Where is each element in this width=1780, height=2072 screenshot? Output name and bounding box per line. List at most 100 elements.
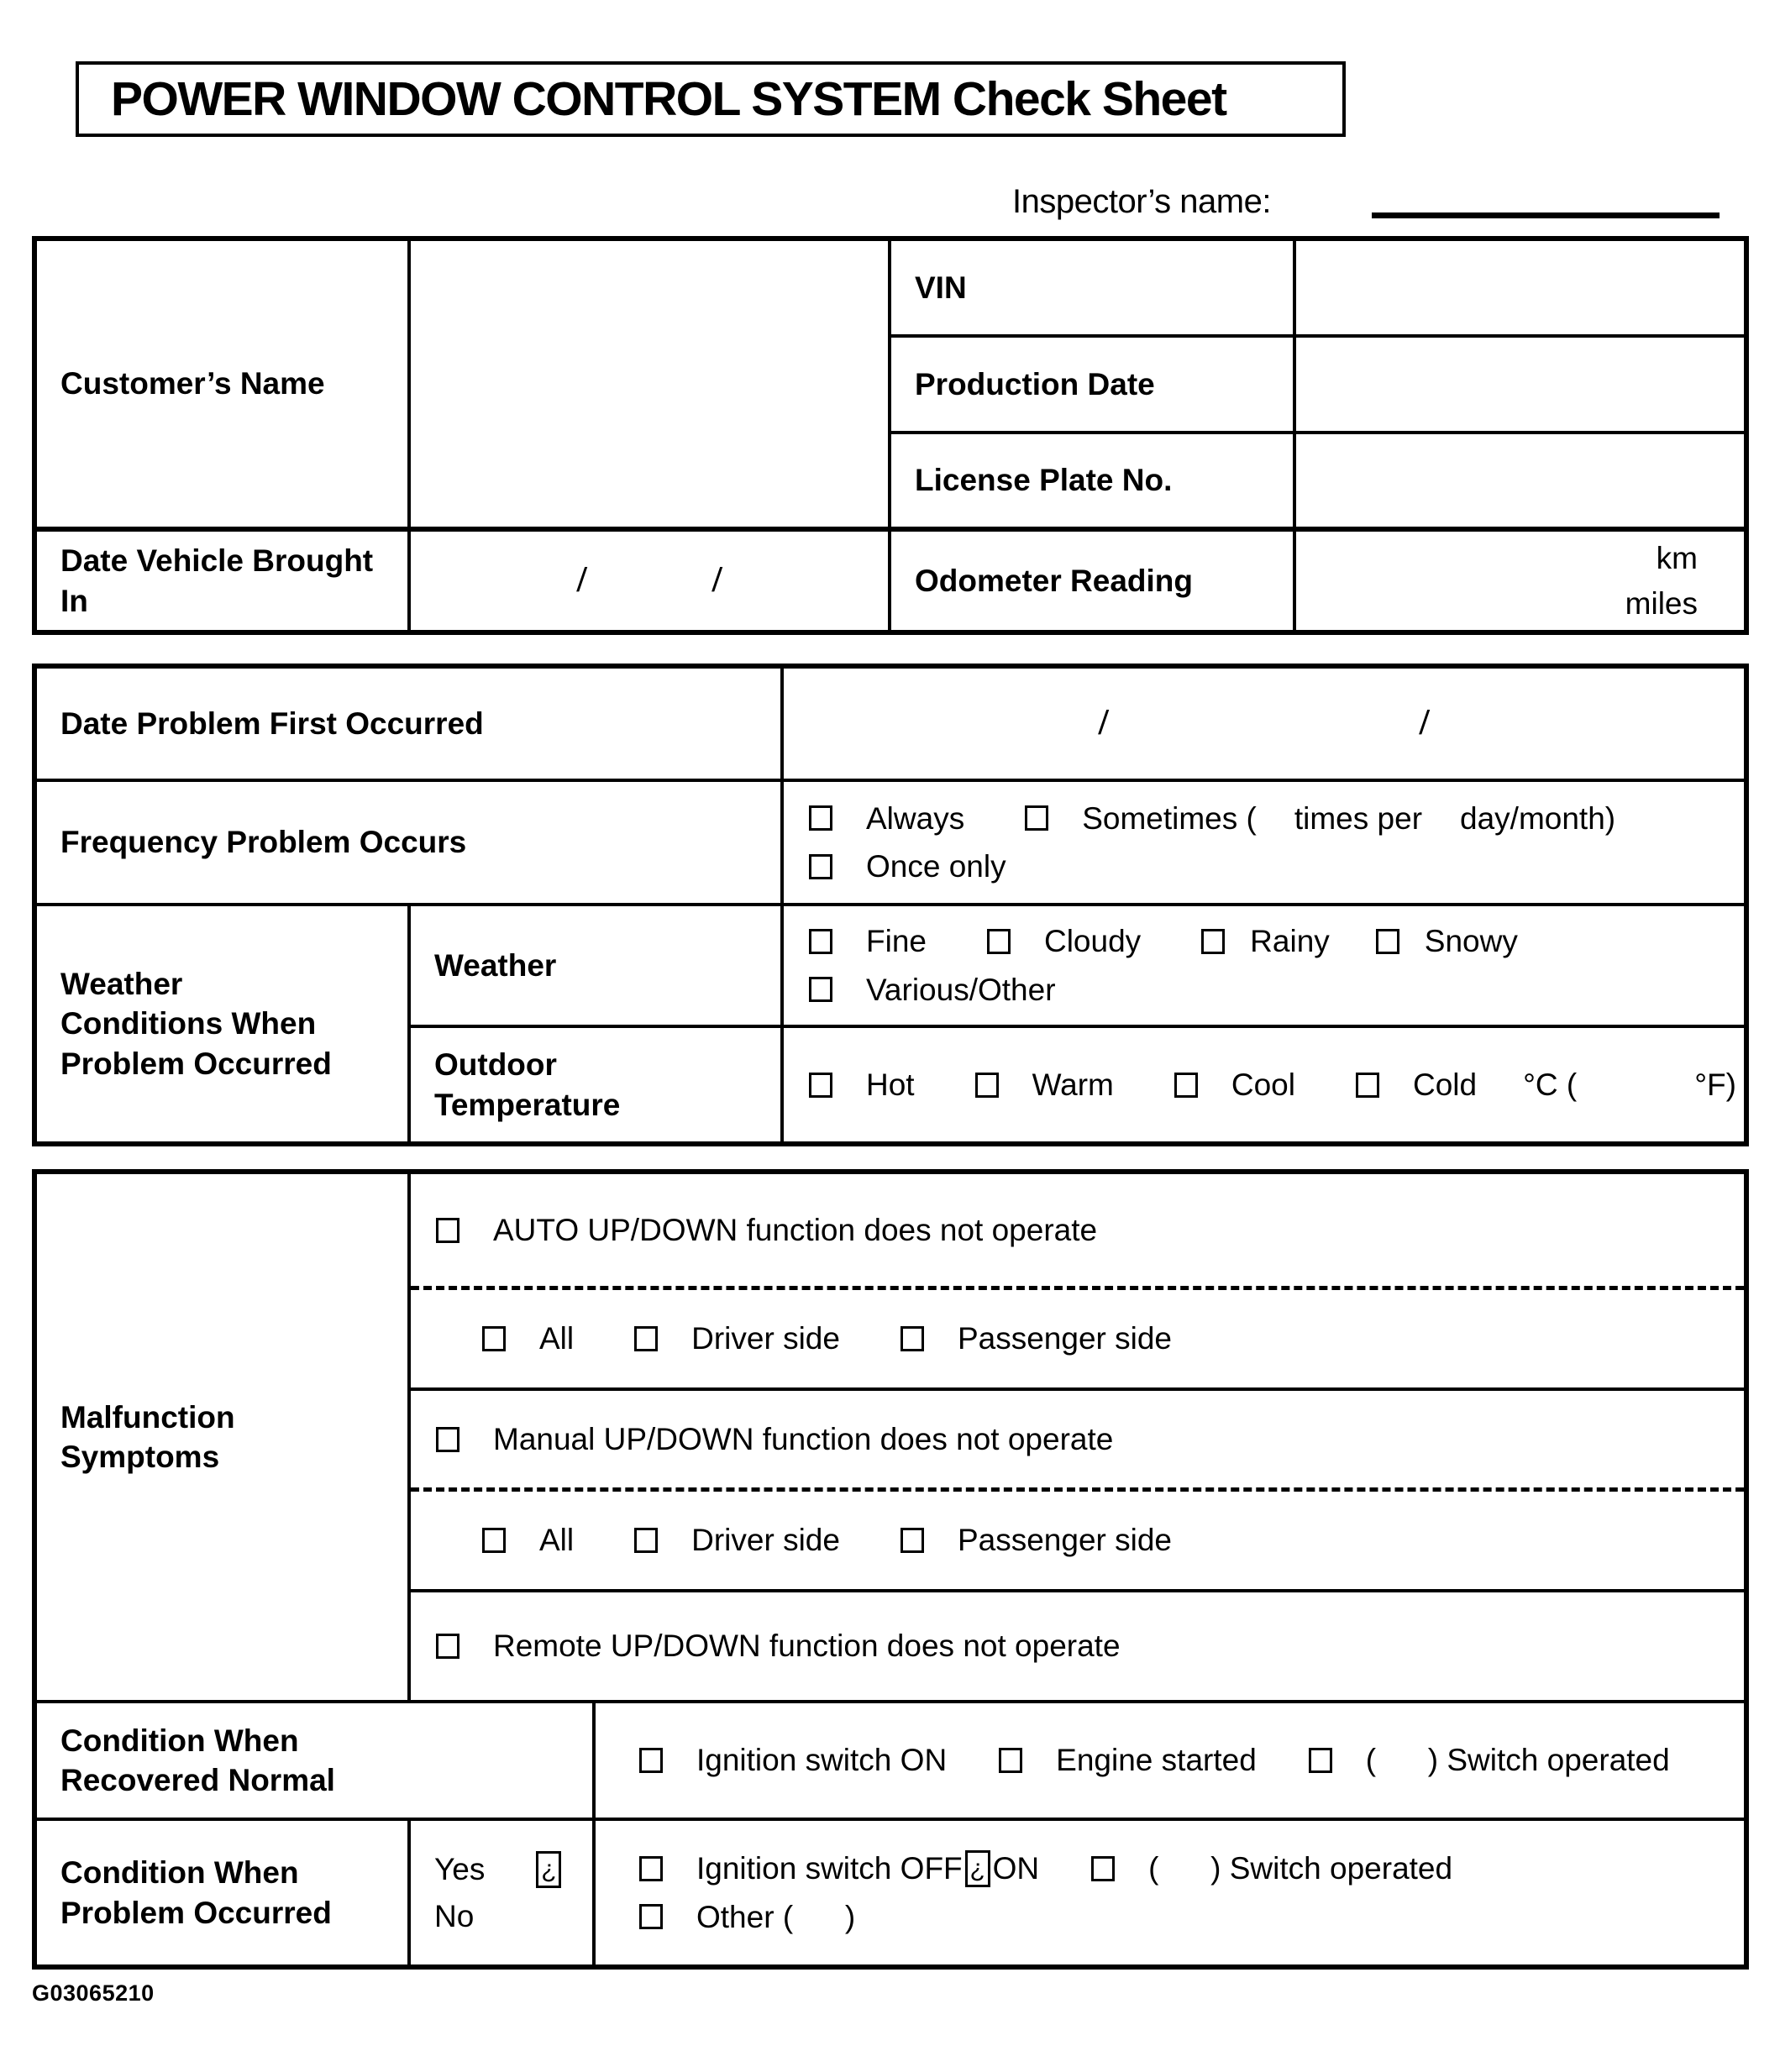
customer-name-value-cell[interactable] [411, 241, 891, 532]
auto-passenger-side-label: Passenger side [957, 1321, 1172, 1356]
problem-other-checkbox[interactable] [639, 1904, 663, 1930]
frequency-label: Frequency Problem Occurs [37, 782, 784, 906]
auto-passenger-side-checkbox[interactable] [900, 1326, 924, 1351]
production-date-label: Production Date [891, 338, 1296, 434]
missing-glyph-box: ¿ [536, 1850, 562, 1888]
manual-driver-side-label: Driver side [691, 1523, 840, 1558]
date-problem-first-occurred-label: Date Problem First Occurred [37, 669, 784, 782]
condition-problem-label: Condition When Problem Occurred [37, 1821, 411, 1964]
malfunction-symptoms-label: Malfunction Symptoms [37, 1174, 411, 1703]
date-brought-in-value-cell[interactable]: / / [411, 532, 891, 630]
cool-checkbox[interactable] [1174, 1072, 1198, 1098]
manual-all-checkbox[interactable] [482, 1528, 506, 1553]
times-per-label: times per [1294, 800, 1423, 836]
inspector-name-blank-line[interactable] [1372, 212, 1720, 218]
problem-ignition-off-label: Ignition switch OFF [696, 1851, 963, 1886]
weather-label: Weather [411, 906, 784, 1028]
manual-passenger-side-label: Passenger side [957, 1523, 1172, 1558]
temperature-options-cell: Hot Warm Cool Cold °C ( °F) [784, 1028, 1744, 1141]
auto-updown-label: AUTO UP/DOWN function does not operate [493, 1212, 1098, 1247]
frequency-options-cell: Always Sometimes ( times per day/month) … [784, 782, 1744, 906]
date-slash: / [575, 562, 588, 599]
always-option-label: Always [866, 800, 965, 836]
once-only-checkbox[interactable] [809, 853, 832, 879]
recovered-switch-operated-checkbox[interactable] [1308, 1748, 1332, 1773]
fine-checkbox[interactable] [809, 928, 832, 954]
auto-scope-row: All Driver side Passenger side [411, 1290, 1744, 1391]
manual-updown-checkbox[interactable] [436, 1426, 459, 1452]
problem-other-label: Other ( ) [696, 1899, 856, 1934]
condition-recovered-options-cell: Ignition switch ON Engine started ( ) Sw… [596, 1703, 1744, 1821]
missing-glyph-box: ¿ [964, 1849, 990, 1887]
condition-recovered-label: Condition When Recovered Normal [37, 1703, 596, 1821]
page-title: POWER WINDOW CONTROL SYSTEM Check Sheet [111, 72, 1227, 126]
various-other-checkbox[interactable] [809, 977, 832, 1003]
customer-name-label: Customer’s Name [37, 241, 411, 532]
recovered-engine-started-checkbox[interactable] [999, 1748, 1023, 1773]
rainy-option-label: Rainy [1250, 924, 1330, 959]
problem-switch-operated-checkbox[interactable] [1091, 1855, 1116, 1881]
remote-updown-checkbox[interactable] [436, 1634, 459, 1659]
unit-miles: miles [1625, 585, 1698, 621]
malfunction-symptoms-table: Malfunction Symptoms AUTO UP/DOWN functi… [32, 1169, 1749, 1970]
warm-option-label: Warm [1032, 1067, 1114, 1102]
condition-problem-options-cell: Ignition switch OFF ¿ ON ( ) Switch operat… [596, 1821, 1744, 1964]
cold-option-label: Cold [1412, 1067, 1478, 1102]
manual-passenger-side-checkbox[interactable] [900, 1528, 924, 1553]
auto-all-checkbox[interactable] [482, 1326, 506, 1351]
recovered-ignition-on-checkbox[interactable] [639, 1748, 663, 1773]
manual-updown-row: Manual UP/DOWN function does not operate [411, 1391, 1744, 1492]
weather-conditions-group-label: Weather Conditions When Problem Occurred [37, 906, 411, 1141]
manual-all-label: All [539, 1523, 575, 1558]
recovered-switch-operated-label: ( ) Switch operated [1365, 1743, 1670, 1778]
yes-no-cell: Yes ¿ No [411, 1821, 596, 1964]
once-only-option-label: Once only [866, 849, 1006, 884]
remote-updown-label: Remote UP/DOWN function does not operate [493, 1629, 1121, 1664]
outdoor-temperature-label: Outdoor Temperature [411, 1028, 784, 1141]
license-plate-label: License Plate No. [891, 434, 1296, 532]
unit-km: km [1656, 540, 1698, 575]
date-problem-value-cell[interactable]: / / [784, 669, 1744, 782]
recovered-ignition-on-label: Ignition switch ON [696, 1743, 948, 1778]
odometer-value-cell[interactable]: km miles [1296, 532, 1744, 630]
hot-checkbox[interactable] [809, 1072, 832, 1098]
weather-options-cell: Fine Cloudy Rainy Snowy Various/Other [784, 906, 1744, 1028]
snowy-option-label: Snowy [1424, 924, 1518, 959]
recovered-engine-started-label: Engine started [1056, 1743, 1257, 1778]
odometer-label: Odometer Reading [891, 532, 1296, 630]
vin-value-cell[interactable] [1296, 241, 1744, 338]
auto-driver-side-checkbox[interactable] [634, 1326, 659, 1351]
cool-option-label: Cool [1231, 1067, 1295, 1102]
problem-ignition-on-label: ON [992, 1851, 1040, 1886]
auto-updown-row: AUTO UP/DOWN function does not operate [411, 1174, 1744, 1290]
day-month-label: day/month) [1460, 800, 1616, 836]
date-brought-in-label: Date Vehicle Brought In [37, 532, 411, 630]
celsius-label: °C ( [1523, 1067, 1578, 1102]
inspector-name-label: Inspector’s name: [1012, 183, 1271, 220]
fahrenheit-label: °F) [1694, 1067, 1736, 1102]
yes-label: Yes [434, 1852, 486, 1886]
auto-updown-checkbox[interactable] [436, 1217, 459, 1243]
cloudy-checkbox[interactable] [986, 928, 1011, 954]
license-plate-value-cell[interactable] [1296, 434, 1744, 532]
rainy-checkbox[interactable] [1201, 928, 1226, 954]
production-date-value-cell[interactable] [1296, 338, 1744, 434]
sometimes-checkbox[interactable] [1025, 805, 1049, 831]
title-box: POWER WINDOW CONTROL SYSTEM Check Sheet [76, 61, 1346, 137]
manual-driver-side-checkbox[interactable] [634, 1528, 659, 1553]
cold-checkbox[interactable] [1355, 1072, 1379, 1098]
various-other-option-label: Various/Other [866, 972, 1056, 1007]
always-checkbox[interactable] [809, 805, 832, 831]
snowy-checkbox[interactable] [1375, 928, 1399, 954]
problem-switch-operated-label: ( ) Switch operated [1148, 1851, 1453, 1886]
auto-driver-side-label: Driver side [691, 1321, 840, 1356]
warm-checkbox[interactable] [974, 1072, 999, 1098]
manual-scope-row: All Driver side Passenger side [411, 1492, 1744, 1592]
vin-label: VIN [891, 241, 1296, 338]
fine-option-label: Fine [866, 924, 927, 959]
date-slash: / [1417, 705, 1431, 742]
problem-ignition-offon-checkbox[interactable] [639, 1855, 663, 1881]
figure-code: G03065210 [32, 1980, 155, 2006]
remote-updown-row: Remote UP/DOWN function does not operate [411, 1592, 1744, 1703]
